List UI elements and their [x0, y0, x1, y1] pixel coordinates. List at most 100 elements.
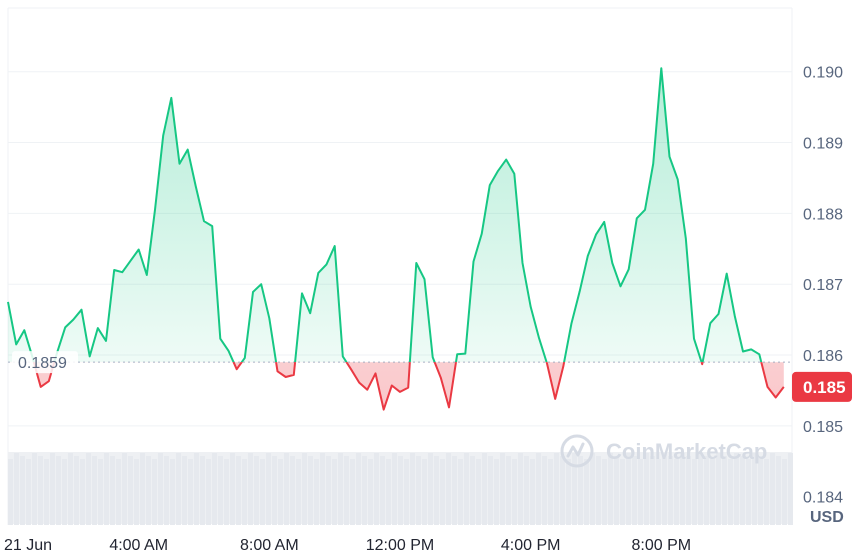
volume-bar	[704, 456, 709, 525]
volume-bar	[668, 456, 673, 525]
x-tick-label: 12:00 PM	[366, 537, 434, 554]
volume-bar	[584, 459, 589, 525]
volume-bar	[560, 456, 565, 525]
volume-bar	[662, 453, 667, 525]
volume-bar	[320, 453, 325, 525]
reference-value-text: 0.1859	[18, 355, 67, 372]
volume-bar	[140, 453, 145, 525]
volume-bar	[542, 456, 547, 525]
volume-bar	[260, 459, 265, 525]
volume-bar	[626, 453, 631, 525]
y-tick-label: 0.189	[803, 136, 843, 153]
volume-bar	[356, 453, 361, 525]
volume-bar	[452, 456, 457, 525]
volume-bar	[92, 456, 97, 525]
price-line-up	[7, 67, 763, 363]
y-tick-label: 0.190	[803, 65, 843, 82]
volume-bar	[644, 453, 649, 525]
volume-bar	[680, 453, 685, 525]
y-tick-label: 0.184	[803, 490, 843, 507]
volume-bar	[74, 456, 79, 525]
volume-bar	[170, 459, 175, 525]
y-tick-label: 0.185	[803, 419, 843, 436]
volume-bar	[380, 456, 385, 525]
volume-bar	[50, 453, 55, 525]
volume-bar	[410, 453, 415, 525]
volume-bar	[362, 456, 367, 525]
volume-bar	[404, 459, 409, 525]
price-line-down	[32, 362, 785, 411]
volume-bar	[326, 456, 331, 525]
volume-bar	[128, 456, 133, 525]
volume-bar	[26, 459, 31, 525]
volume-bar	[674, 459, 679, 525]
volume-bar	[512, 459, 517, 525]
volume-bar	[8, 459, 13, 525]
volume-bar	[698, 453, 703, 525]
volume-bar	[758, 456, 763, 525]
volume-bar	[86, 453, 91, 525]
volume-bar	[230, 453, 235, 525]
volume-bars	[8, 453, 793, 525]
volume-bar	[476, 459, 481, 525]
volume-bar	[296, 459, 301, 525]
volume-bar	[38, 456, 43, 525]
volume-bar	[614, 456, 619, 525]
y-axis: 0.190 0.189 0.188 0.187 0.186 0.185 0.184	[803, 65, 843, 507]
volume-bar	[242, 459, 247, 525]
volume-bar	[770, 453, 775, 525]
coinmarketcap-watermark: CoinMarketCap	[560, 434, 767, 468]
volume-bar	[554, 453, 559, 525]
volume-bar	[620, 459, 625, 525]
volume-bar	[278, 459, 283, 525]
volume-bar	[740, 456, 745, 525]
current-price-text: 0.185	[803, 378, 846, 397]
volume-bar	[686, 456, 691, 525]
volume-bar	[80, 459, 85, 525]
y-tick-label: 0.187	[803, 277, 843, 294]
volume-bar	[482, 453, 487, 525]
volume-bar	[248, 453, 253, 525]
volume-bar	[506, 456, 511, 525]
volume-bar	[458, 459, 463, 525]
volume-bar	[764, 459, 769, 525]
watermark-text: CoinMarketCap	[606, 439, 767, 464]
volume-bar	[530, 459, 535, 525]
volume-bar	[656, 459, 661, 525]
volume-bar	[536, 453, 541, 525]
volume-bar	[746, 459, 751, 525]
volume-bar	[434, 456, 439, 525]
current-price-tag: 0.185	[792, 371, 852, 402]
volume-bar	[110, 456, 115, 525]
volume-bar	[254, 456, 259, 525]
volume-bar	[122, 453, 127, 525]
volume-bar	[32, 453, 37, 525]
volume-bar	[164, 456, 169, 525]
volume-bar	[146, 456, 151, 525]
current-price-badge	[792, 371, 852, 402]
volume-bar	[290, 456, 295, 525]
volume-bar	[14, 453, 19, 525]
volume-bar	[548, 459, 553, 525]
volume-bar	[284, 453, 289, 525]
y-axis-unit: USD	[810, 509, 844, 526]
volume-bar	[344, 456, 349, 525]
volume-bar	[182, 456, 187, 525]
y-tick-label: 0.188	[803, 206, 843, 223]
x-tick-label: 21 Jun	[4, 537, 52, 554]
volume-bar	[566, 459, 571, 525]
x-tick-label: 4:00 AM	[109, 537, 168, 554]
volume-bar	[632, 456, 637, 525]
volume-bar	[608, 453, 613, 525]
x-tick-label: 8:00 AM	[240, 537, 299, 554]
volume-bar	[176, 453, 181, 525]
reference-label: 0.1859	[12, 351, 78, 374]
coinmarketcap-logo-icon	[560, 434, 594, 468]
volume-bar	[266, 453, 271, 525]
volume-bar	[500, 453, 505, 525]
volume-bar	[350, 459, 355, 525]
volume-bar	[200, 456, 205, 525]
volume-bar	[368, 459, 373, 525]
x-axis: 21 Jun 4:00 AM 8:00 AM 12:00 PM 4:00 PM 8:00 …	[4, 537, 691, 554]
volume-bar	[590, 453, 595, 525]
